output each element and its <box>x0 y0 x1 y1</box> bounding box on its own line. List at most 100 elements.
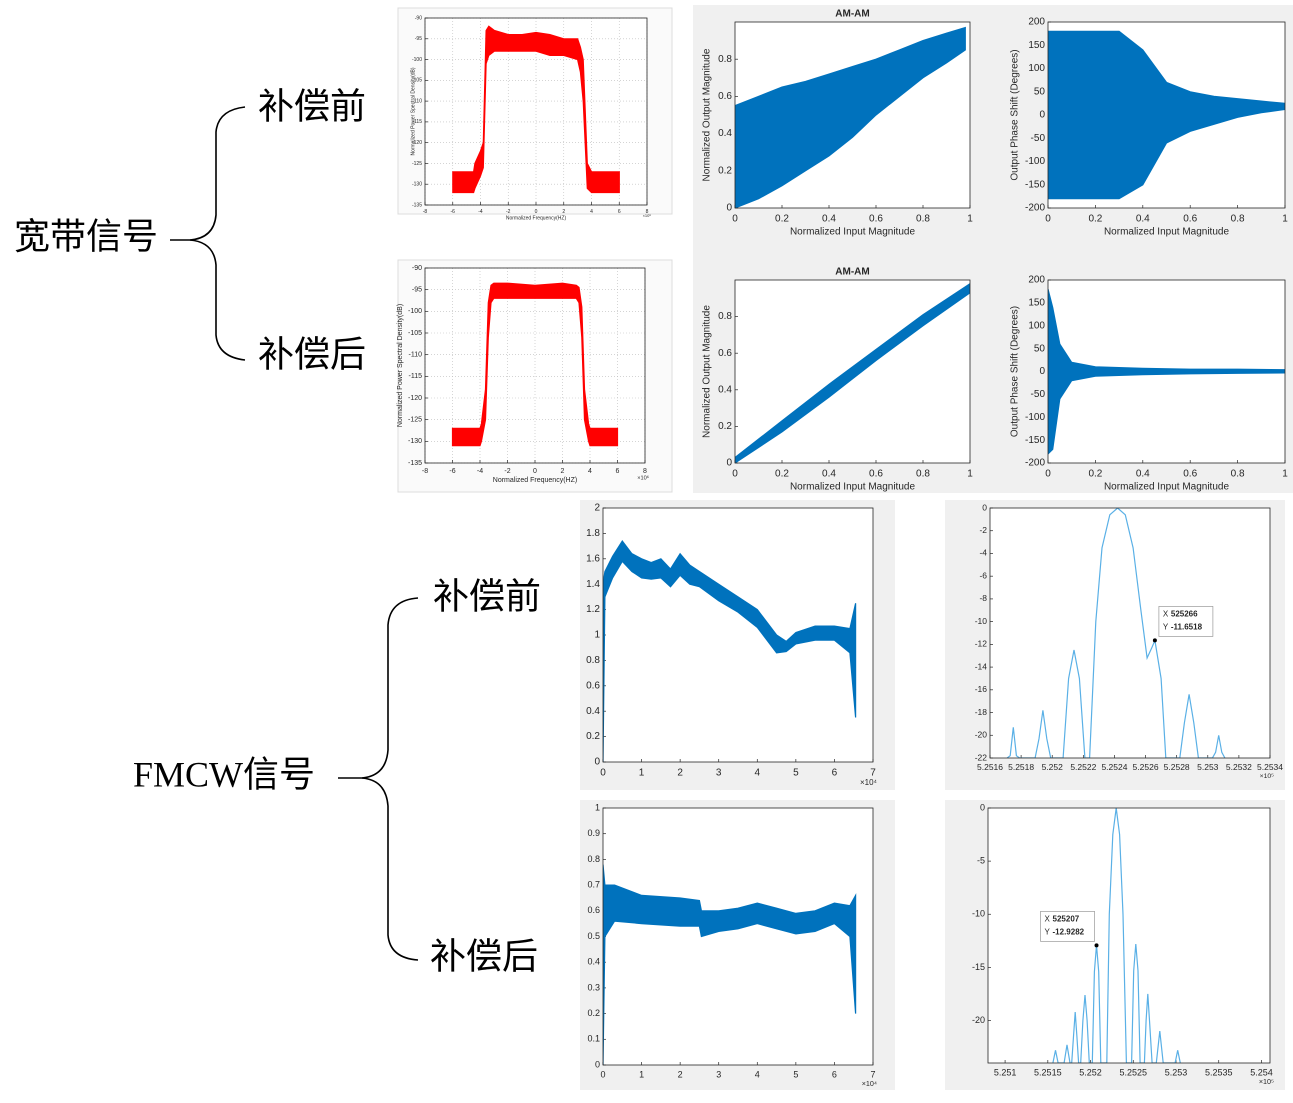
y-axis-label: Normalized Output Magnitude <box>702 48 713 181</box>
x-tick-label: -8 <box>422 468 428 475</box>
data-line <box>1052 808 1181 1063</box>
y-tick-label: -120 <box>412 140 422 146</box>
x-tick-label: -2 <box>504 468 510 475</box>
x-tick-label: 6 <box>832 1069 837 1079</box>
x-tick-label: 0 <box>533 468 537 475</box>
y-tick-label: -115 <box>409 373 423 380</box>
y-tick-label: -125 <box>412 161 422 167</box>
y-axis-label: Output Phase Shift (Degrees) <box>1010 49 1021 180</box>
data-band <box>1048 30 1285 200</box>
x-tick-label: 5.254 <box>1250 1067 1273 1077</box>
y-tick-label: 0.6 <box>718 91 732 102</box>
x-tick-label: 5.2535 <box>1205 1067 1233 1077</box>
x-tick-label: 0.6 <box>869 469 883 480</box>
y-tick-label: -5 <box>977 856 985 866</box>
x-tick-label: 5.252 <box>1042 762 1064 772</box>
datatip-point <box>1152 638 1157 643</box>
y-tick-label: 1.4 <box>586 579 600 590</box>
x-exponent: ×10⁶ <box>643 213 652 218</box>
y-tick-label: 0 <box>1039 366 1045 377</box>
y-tick-label: 1.8 <box>586 528 600 539</box>
y-tick-label: 0.6 <box>586 680 600 691</box>
y-tick-label: -4 <box>979 548 987 558</box>
data-band <box>1048 288 1285 455</box>
y-tick-label: 0 <box>982 502 987 512</box>
y-tick-label: -14 <box>975 661 988 671</box>
axes-frame <box>602 507 874 763</box>
x-tick-label: 0 <box>535 209 538 215</box>
x-tick-label: 3 <box>716 768 722 779</box>
y-tick-label: -100 <box>408 308 422 315</box>
x-tick-label: 5.2528 <box>1164 762 1190 772</box>
x-axis-label: Normalized Input Magnitude <box>790 482 916 493</box>
y-tick-label: -120 <box>408 395 422 402</box>
axes-frame <box>989 507 1271 759</box>
y-tick-label: -50 <box>1031 133 1046 144</box>
x-tick-label: 7 <box>870 1069 875 1079</box>
x-tick-label: 5.2516 <box>977 762 1003 772</box>
y-tick-label: -110 <box>409 352 423 359</box>
y-tick-label: 0.2 <box>718 421 732 432</box>
x-tick-label: -6 <box>451 209 456 215</box>
plot-area <box>990 508 1270 758</box>
y-tick-label: -12 <box>975 639 988 649</box>
data-band <box>603 864 857 1065</box>
axes-frame <box>1047 279 1286 464</box>
x-tick-label: 7 <box>870 768 876 779</box>
x-tick-label: 0.8 <box>916 469 930 480</box>
y-axis-label: Normalized Power Spectral Density(dB) <box>397 304 404 427</box>
y-tick-label: 1.6 <box>586 553 600 564</box>
x-tick-label: 5.2526 <box>1133 762 1159 772</box>
y-tick-label: 0.5 <box>587 931 600 941</box>
y-axis-label: Normalized Output Magnitude <box>702 305 713 438</box>
y-tick-label: -100 <box>412 57 422 63</box>
y-tick-label: 0.4 <box>587 957 600 967</box>
y-tick-label: 1 <box>595 802 600 812</box>
x-tick-label: 6 <box>832 768 838 779</box>
y-tick-label: -2 <box>979 525 987 535</box>
x-tick-label: 0.4 <box>1136 214 1150 225</box>
x-axis-label: Normalized Frequency(HZ) <box>506 215 567 221</box>
datatip-box <box>1040 911 1095 942</box>
x-tick-label: 0.6 <box>869 214 883 225</box>
y-tick-label: 0.2 <box>586 731 600 742</box>
x-tick-label: 0.6 <box>1183 214 1197 225</box>
axes-frame <box>424 267 646 464</box>
axes-frame <box>734 21 971 209</box>
datatip-y-name: Y <box>1163 623 1169 632</box>
x-tick-label: -8 <box>423 209 428 215</box>
y-tick-label: 100 <box>1028 63 1045 74</box>
x-axis-label: Normalized Input Magnitude <box>790 227 916 238</box>
y-tick-label: 50 <box>1034 343 1046 354</box>
branch-label: 补偿前 <box>258 86 366 126</box>
x-tick-label: 5.252 <box>1079 1067 1102 1077</box>
y-tick-label: 50 <box>1034 86 1046 97</box>
x-tick-label: 4 <box>590 209 593 215</box>
axes-frame <box>602 807 874 1066</box>
y-axis-label: Output Phase Shift (Degrees) <box>1010 306 1021 437</box>
y-tick-label: -110 <box>412 98 422 104</box>
x-tick-label: 1 <box>967 214 973 225</box>
y-tick-label: 0 <box>726 458 732 469</box>
datatip-y-name: Y <box>1045 927 1051 936</box>
x-tick-label: 0 <box>732 214 738 225</box>
x-exponent: ×10⁴ <box>860 778 878 787</box>
x-tick-label: 0.2 <box>1088 469 1102 480</box>
x-tick-label: 6 <box>618 209 621 215</box>
y-tick-label: -20 <box>975 730 988 740</box>
y-tick-label: -105 <box>408 330 422 337</box>
x-tick-label: 5.2525 <box>1120 1067 1148 1077</box>
x-tick-label: 0.4 <box>822 469 836 480</box>
x-tick-label: 1 <box>639 768 645 779</box>
y-tick-label: 0.4 <box>586 706 600 717</box>
x-exponent: ×10⁴ <box>862 1079 877 1088</box>
y-tick-label: 0.8 <box>718 311 732 322</box>
y-tick-label: 0.1 <box>587 1034 600 1044</box>
x-axis-label: Normalized Frequency(HZ) <box>493 477 577 484</box>
x-tick-label: -4 <box>477 468 483 475</box>
datatip-x-name: X <box>1163 610 1169 619</box>
y-tick-label: 100 <box>1028 320 1045 331</box>
x-tick-label: 0.2 <box>775 214 789 225</box>
x-tick-label: 5.251 <box>994 1067 1017 1077</box>
x-tick-label: 3 <box>716 1069 721 1079</box>
